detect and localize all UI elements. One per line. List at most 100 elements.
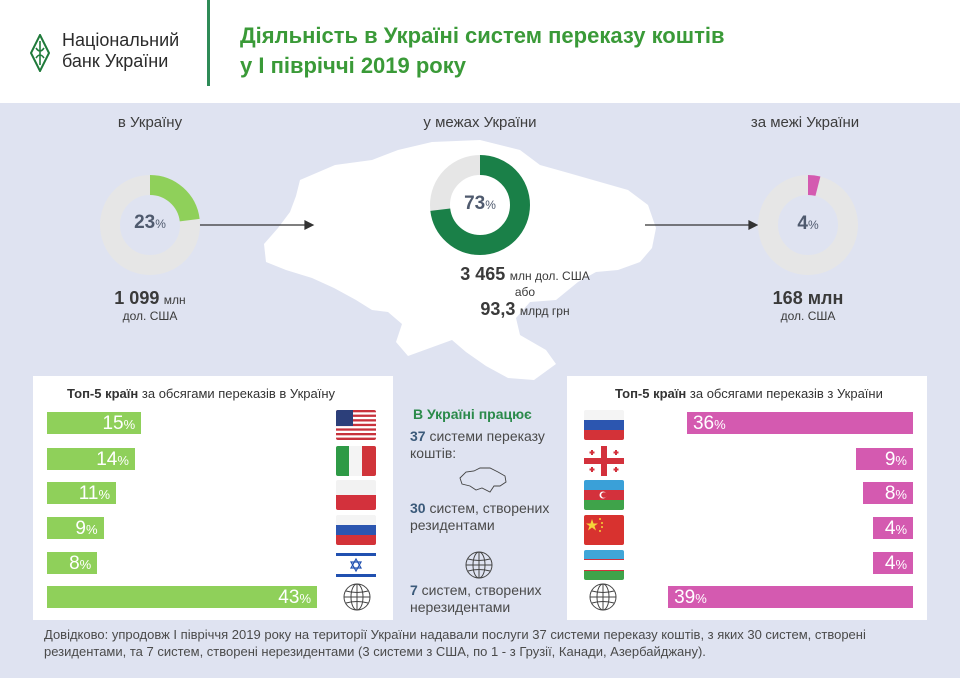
- outbound-bar-percent-5: %: [895, 557, 907, 572]
- globe-icon: [465, 551, 493, 579]
- inbound-bar-percent-1: %: [123, 417, 136, 432]
- inbound-bar-value-1: 15: [102, 413, 124, 434]
- ukraine-map: [197, 140, 759, 380]
- flag-usa-icon: [336, 410, 376, 440]
- outbound-bar-value-1: 36: [692, 413, 715, 434]
- domestic-amount2-unit: млрд грн: [519, 304, 570, 318]
- inbound-donut-chart: [100, 175, 200, 275]
- inbound-bar-label-6: 43%: [278, 587, 311, 609]
- flag-uzbekistan-icon: [584, 550, 624, 580]
- domestic-donut-slice: [430, 155, 530, 255]
- flag-poland-icon: [336, 480, 376, 510]
- inbound-bar-1: 15%: [47, 412, 142, 435]
- outbound-donut-slice: [758, 175, 858, 275]
- inbound-amount-currency: дол. США: [122, 309, 178, 323]
- inbound-top5-title-rest: за обсягами переказів в Україну: [138, 386, 336, 401]
- systems-residents-text: систем, створених резидентами: [410, 500, 550, 533]
- domestic-amount-unit: млн дол. США: [509, 269, 590, 283]
- inbound-amount-unit: млн: [163, 293, 186, 307]
- inbound-bar-percent-4: %: [85, 522, 98, 537]
- domestic-percent-value: 73: [464, 193, 486, 214]
- outbound-bar-value-2: 9: [884, 449, 896, 470]
- bank-name-line1: Національний: [62, 30, 180, 50]
- outbound-donut-chart: [758, 175, 858, 275]
- inbound-label: в Україну: [117, 114, 183, 131]
- systems-nonresidents-number: 7: [410, 582, 418, 598]
- outbound-amount-currency: дол. США: [780, 309, 836, 323]
- ukraine-small-icon: [459, 467, 507, 493]
- inbound-bar-label-1: 15%: [102, 413, 135, 435]
- inbound-bar-value-6: 43: [278, 587, 300, 608]
- inbound-bar-label-2: 14%: [96, 449, 129, 471]
- outbound-amount: 168 млн дол. США: [738, 288, 878, 323]
- inbound-bar-2: 14%: [47, 448, 135, 470]
- domestic-label: у межах України: [423, 114, 537, 131]
- domestic-amount2-value: 93,3: [480, 299, 516, 319]
- inbound-bar-label-3: 11%: [79, 483, 110, 505]
- outbound-top5-title-bold: Топ-5 країн: [615, 386, 687, 401]
- outbound-bar-percent-4: %: [895, 522, 907, 537]
- outbound-bar-value-5: 4: [884, 553, 896, 574]
- page-title: Діяльність в Україні систем переказу кош…: [240, 21, 725, 81]
- inbound-bar-4: 9%: [47, 517, 104, 539]
- header-divider: [207, 0, 210, 86]
- bank-name: Національний банк України: [62, 30, 179, 72]
- inbound-bar-percent-3: %: [98, 487, 111, 502]
- outbound-bar-5: 4%: [873, 552, 913, 574]
- flag-china-icon: [584, 515, 624, 545]
- domestic-percent-sign: %: [485, 198, 496, 212]
- inbound-bar-percent-2: %: [117, 453, 129, 468]
- inbound-bar-5: 8%: [47, 552, 98, 574]
- outbound-percent-value: 4: [797, 213, 808, 234]
- domestic-amount-value: 3 465: [460, 264, 506, 284]
- inbound-top5-title: Топ-5 країн за обсягами переказів в Укра…: [67, 386, 335, 401]
- flag-russia-right-icon: [584, 410, 624, 440]
- outbound-bar-percent-2: %: [895, 453, 907, 468]
- inbound-bar-value-3: 11: [78, 483, 99, 504]
- domestic-donut: 73%: [430, 155, 530, 255]
- systems-title: В Україні працює: [413, 406, 532, 422]
- outbound-bar-label-4: 4%: [885, 518, 907, 540]
- ukraine-map-shape: [264, 140, 656, 380]
- inbound-top5-title-bold: Топ-5 країн: [67, 386, 139, 401]
- header: Національний банк України Діяльність в У…: [0, 0, 960, 103]
- globe-other-left-icon: [343, 583, 371, 611]
- inbound-donut: 23%: [100, 175, 200, 275]
- outbound-percent-sign: %: [807, 218, 819, 232]
- systems-total-text: системи переказу коштів:: [410, 428, 545, 461]
- outbound-bar-percent-1: %: [714, 417, 726, 432]
- inbound-percent-sign: %: [155, 217, 166, 231]
- flag-azerbaijan-icon: [584, 480, 624, 510]
- outbound-bar-label-5: 4%: [885, 553, 907, 575]
- outbound-top5-title: Топ-5 країн за обсягами переказів з Укра…: [615, 386, 883, 401]
- outbound-bar-label-3: 8%: [885, 483, 907, 505]
- outbound-bar-6: 39%: [668, 586, 913, 608]
- domestic-amount: 3 465 млн дол. США або 93,3 млрд грн: [430, 264, 620, 320]
- systems-nonresidents-text: систем, створених нерезидентами: [410, 582, 542, 615]
- outbound-bar-percent-6: %: [695, 591, 707, 606]
- outbound-amount-value: 168 млн: [772, 288, 844, 308]
- domestic-donut-chart: [430, 155, 530, 255]
- outbound-label: за межі України: [750, 114, 860, 131]
- flag-russia-icon: [336, 515, 376, 545]
- inbound-bar-percent-5: %: [79, 557, 92, 572]
- inbound-percent-value: 23: [134, 212, 156, 233]
- inbound-amount-value: 1 099: [114, 288, 160, 308]
- inbound-bar-6: 43%: [47, 586, 317, 608]
- outbound-bar-label-2: 9%: [885, 449, 907, 471]
- globe-other-right-icon: [589, 583, 617, 611]
- nbu-logo-icon: [30, 34, 50, 72]
- systems-residents-number: 30: [410, 500, 426, 516]
- domestic-amount-or: або: [514, 285, 536, 299]
- domestic-percent: 73%: [430, 193, 530, 215]
- systems-nonresidents: 7 систем, створених нерезидентами: [410, 582, 560, 616]
- outbound-percent: 4%: [758, 213, 858, 235]
- outbound-bar-value-4: 4: [884, 518, 896, 539]
- inbound-donut-slice: [100, 175, 200, 275]
- flag-georgia-icon: [584, 446, 624, 476]
- flag-italy-icon: [336, 446, 376, 476]
- outbound-bar-value-6: 39: [674, 587, 696, 608]
- inbound-bar-label-4: 9%: [75, 518, 97, 540]
- outbound-arrow: [645, 220, 759, 230]
- inbound-bar-value-4: 9: [75, 518, 86, 539]
